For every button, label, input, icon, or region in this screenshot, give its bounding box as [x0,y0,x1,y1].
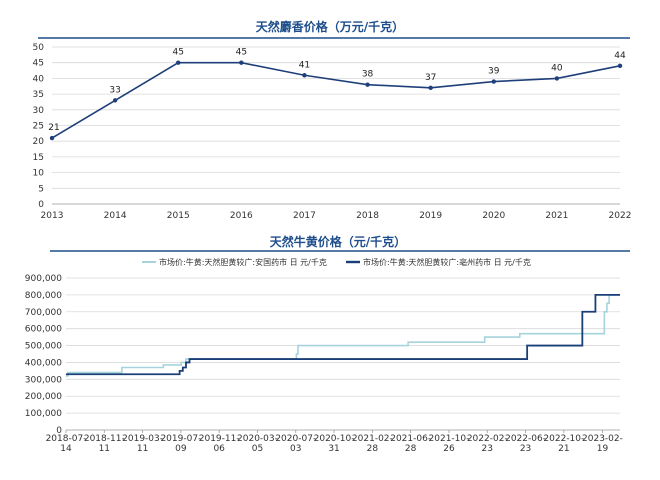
chart2-legend-label: 市场价:牛黄:天然胆黄较广:亳州药市 日 元/千克 [363,257,531,267]
chart2-y-tick-label: 900,000 [25,274,62,284]
chart2-x-tick-label: 2022-10-21 [543,434,584,454]
chart1-y-tick-label: 10 [33,169,45,179]
chart1-point [112,98,118,103]
chart1-y-tick-label: 15 [33,153,44,163]
chart1-point [239,60,244,65]
chart2-y-tick-label: 200,000 [25,392,62,402]
chart1-x-tick-label: 2020 [482,211,505,221]
chart2-series-line-2 [66,293,620,376]
chart1-x-tick-label: 2015 [167,211,190,221]
chart1-x-tick-label: 2013 [41,211,64,221]
chart1-point [176,60,181,65]
chart1-data-label: 45 [172,48,183,58]
chart1-point [49,135,55,141]
chart1-series [49,60,623,141]
chart1-y-tick-label: 25 [33,122,44,132]
chart2-x-tick-label: 2018-07-14 [46,434,87,454]
chart2-x-tick-label: 2020-10-31 [314,434,355,454]
chart1-y-tick-label: 30 [33,106,45,116]
chart1-data-label: 45 [236,48,247,58]
chart1-point [302,73,307,78]
chart2-y-tick-label: 100,000 [25,409,62,419]
chart1-x-tick-label: 2021 [545,211,568,221]
chart1-point [365,82,370,87]
chart1-data-label: 21 [48,123,59,133]
chart1-data-labels: 21 33 45 45 41 38 37 39 40 44 [48,48,626,133]
chart2-x-tick-label: 2022-02-23 [467,434,508,454]
chart2-legend-label: 市场价:牛黄:天然胆黄较广:安国药市 日 元/千克 [159,257,327,267]
chart1-data-label: 41 [299,60,310,70]
chart1-data-label: 40 [551,63,563,73]
chart1-y-tick-label: 20 [33,137,45,147]
chart1-point [428,85,433,91]
chart2-x-tick-label: 2021-06-28 [390,434,431,454]
chart2-x-tick-label: 2018-11-11 [84,434,125,454]
chart1-title: 天然麝香价格（万元/千克） [256,19,404,34]
chart2-grid [66,277,620,431]
chart2-x-tick-label: 2020-07-03 [275,434,316,454]
chart2-legend: 市场价:牛黄:天然胆黄较广:安国药市 日 元/千克 市场价:牛黄:天然胆黄较广:亳… [142,257,531,267]
chart2-y-tick-label: 800,000 [25,291,62,301]
chart2-y-tick-label: 600,000 [25,325,62,335]
chart1-x-tick-label: 2016 [230,211,253,221]
chart2-x-tick-label: 2021-02-28 [352,434,393,454]
chart1-data-label: 39 [488,67,500,77]
chart1-point [617,63,623,69]
chart2-x-tick-label: 2019-07-09 [160,434,201,454]
chart1-point [491,79,496,84]
chart1-grid [52,46,620,205]
chart2-x-tick-label: 2023-02-19 [582,434,623,454]
chart1-data-label: 38 [362,70,374,80]
chart2-x-tick-label: 2021-10-26 [429,434,470,454]
chart2-y-tick-label: 0 [56,426,62,436]
chart1-y-axis: 0 5 10 15 20 25 30 35 40 45 50 [33,43,45,210]
chart1-y-tick-label: 40 [33,74,45,84]
chart1-y-tick-label: 0 [38,200,44,210]
chart1-data-label: 33 [109,85,120,95]
chart1-y-tick-label: 5 [38,184,44,194]
chart1-x-tick-label: 2022 [609,211,632,221]
chart1-y-tick-label: 50 [33,43,45,53]
chart1-point [554,76,560,81]
chart2-y-tick-label: 500,000 [25,342,62,352]
chart1-series-line [51,61,621,139]
chart2-series [66,293,620,377]
chart2-y-tick-label: 300,000 [25,375,62,385]
chart1-x-tick-label: 2018 [356,211,379,221]
chart2-series-line-1 [66,294,620,377]
chart2-y-axis: 0 100,000 200,000 300,000 400,000 500,000 600,… [25,274,62,436]
chart1-data-label: 37 [425,73,436,83]
chart2-x-tick-label: 2019-03-11 [122,434,163,454]
chart1-data-label: 44 [614,51,626,61]
chart1-x-tick-label: 2014 [104,211,127,221]
chart1-x-tick-label: 2019 [419,211,442,221]
chart2-x-tick-label: 2020-03-05 [237,434,278,454]
chart2-x-tick-label: 2022-06-23 [505,434,546,454]
chart2-y-tick-label: 700,000 [25,308,62,318]
chart2-title: 天然牛黄价格（元/千克） [270,234,406,249]
chart1-y-tick-label: 45 [33,59,44,69]
chart1-y-tick-label: 35 [33,90,44,100]
chart1-x-tick-label: 2017 [293,211,316,221]
chart2-x-tick-label: 2019-11-06 [199,434,240,454]
chart2-x-axis: 2018-07-142018-11-112019-03-112019-07-09… [46,430,623,454]
chart1-x-axis: 2013 2014 2015 2016 2017 2018 2019 2020 2021 2022 [41,211,632,221]
chart2-y-tick-label: 400,000 [25,358,62,368]
